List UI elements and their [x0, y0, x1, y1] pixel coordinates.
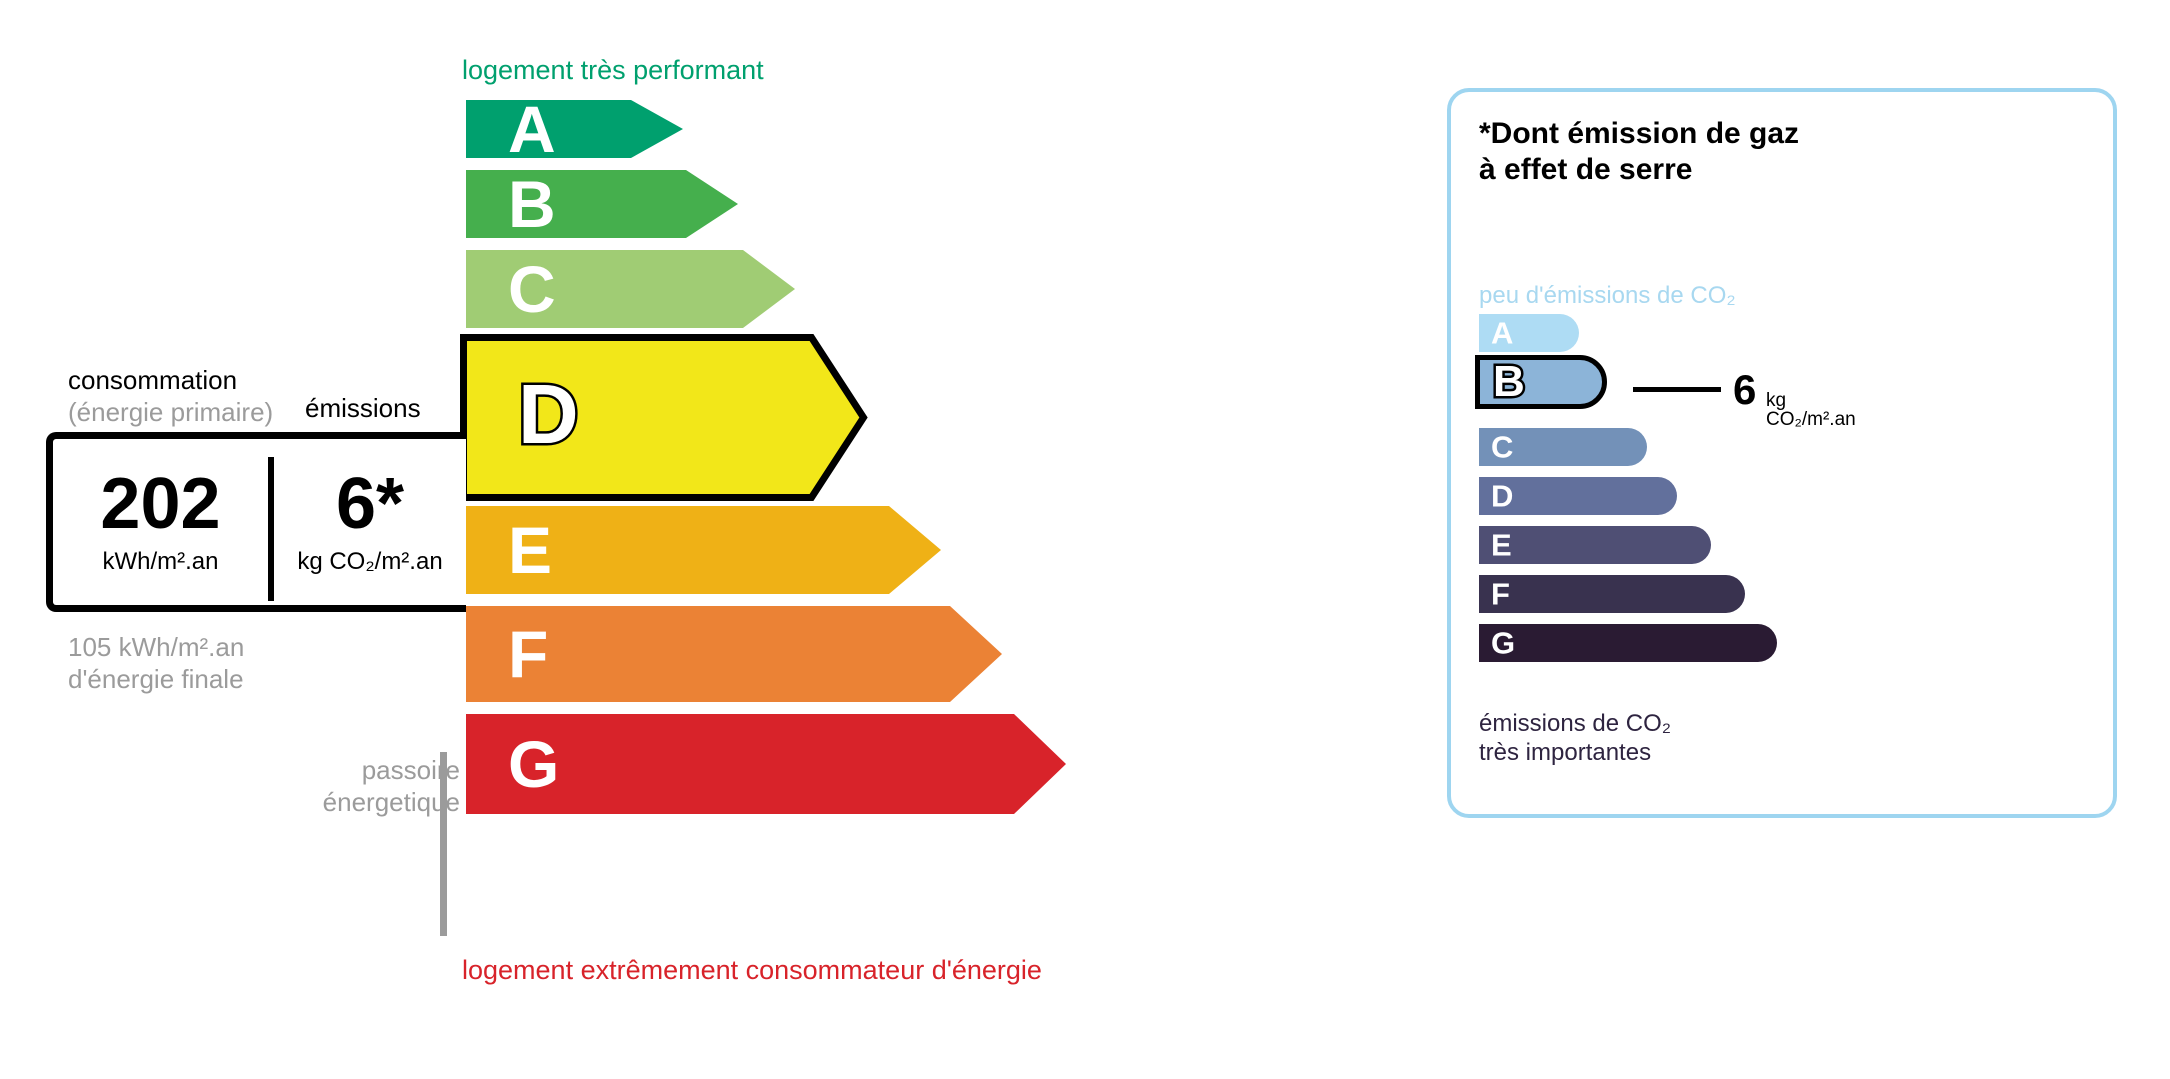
dpe-value-box: 202 kWh/m².an 6* kg CO₂/m².an	[46, 432, 466, 612]
primary-energy-value: 202	[100, 464, 221, 544]
co2-bar-f	[1479, 575, 1745, 613]
dpe-band-e: E	[466, 506, 941, 594]
dpe-band-letter-b: B	[508, 167, 556, 241]
dpe-band-c: C	[466, 250, 795, 328]
passoire-energetique-label: passoire énergetique	[322, 755, 460, 817]
co2-legend-bottom: émissions de CO₂ très importantes	[1479, 710, 1672, 767]
dpe-band-letter-d: D	[516, 367, 582, 461]
co2-bar-b	[1475, 355, 1607, 409]
dpe-band-d: D	[460, 334, 868, 501]
dpe-band-letter-e: E	[508, 513, 553, 587]
co2-letter-a: A	[1491, 315, 1514, 351]
co2-unit: kg CO₂/m².an	[297, 548, 443, 575]
co2-bar-a	[1479, 314, 1579, 352]
dpe-band-letter-f: F	[508, 617, 549, 691]
co2-callout-value: 6	[1733, 366, 1757, 413]
passoire-bracket	[440, 752, 447, 936]
dpe-band-shape-b	[466, 170, 738, 238]
dpe-band-g: G	[466, 714, 1066, 814]
co2-callout-unit: kg CO₂/m².an	[1766, 390, 1856, 430]
dpe-band-f: F	[466, 606, 1002, 702]
dpe-band-letter-g: G	[508, 727, 560, 801]
dpe-top-caption: logement très performant	[462, 55, 764, 85]
dpe-band-shape-g	[466, 714, 1066, 814]
dpe-bottom-caption: logement extrêmement consommateur d'éner…	[462, 955, 1042, 985]
co2-letter-f: F	[1491, 576, 1510, 612]
consumption-label: consommation (énergie primaire)	[68, 365, 274, 427]
co2-bar-g	[1479, 624, 1777, 662]
primary-energy-unit: kWh/m².an	[102, 548, 219, 575]
co2-value: 6*	[335, 464, 405, 544]
co2-letter-c: C	[1491, 429, 1514, 465]
dpe-band-letter-a: A	[508, 92, 556, 166]
co2-callout-line	[1633, 387, 1721, 392]
co2-legend-top: peu d'émissions de CO₂	[1479, 282, 1736, 309]
co2-panel-title: *Dont émission de gaz à effet de serre	[1479, 117, 1800, 186]
co2-panel: *Dont émission de gaz à effet de serre p…	[1447, 88, 2117, 818]
co2-letter-e: E	[1491, 527, 1512, 563]
emissions-label: émissions	[305, 393, 421, 423]
dpe-band-a: A	[466, 96, 683, 162]
dpe-band-shape-a	[466, 100, 683, 158]
dpe-band-shape-c	[466, 250, 795, 328]
dpe-band-letter-c: C	[508, 252, 556, 326]
co2-letter-d: D	[1491, 478, 1514, 514]
dpe-band-shape-f	[466, 606, 1002, 702]
final-energy-note: 105 kWh/m².an d'énergie finale	[68, 632, 245, 694]
value-box-divider	[268, 457, 274, 601]
co2-value-group: 6* kg CO₂/m².an	[274, 439, 466, 605]
co2-bar-e	[1479, 526, 1711, 564]
primary-energy-value-group: 202 kWh/m².an	[53, 439, 268, 605]
dpe-band-b: B	[466, 170, 738, 238]
co2-bar-c	[1479, 428, 1647, 466]
co2-letter-g: G	[1491, 625, 1516, 661]
co2-bar-d	[1479, 477, 1677, 515]
dpe-band-shape-e	[466, 506, 941, 594]
co2-letter-b: B	[1491, 357, 1528, 406]
